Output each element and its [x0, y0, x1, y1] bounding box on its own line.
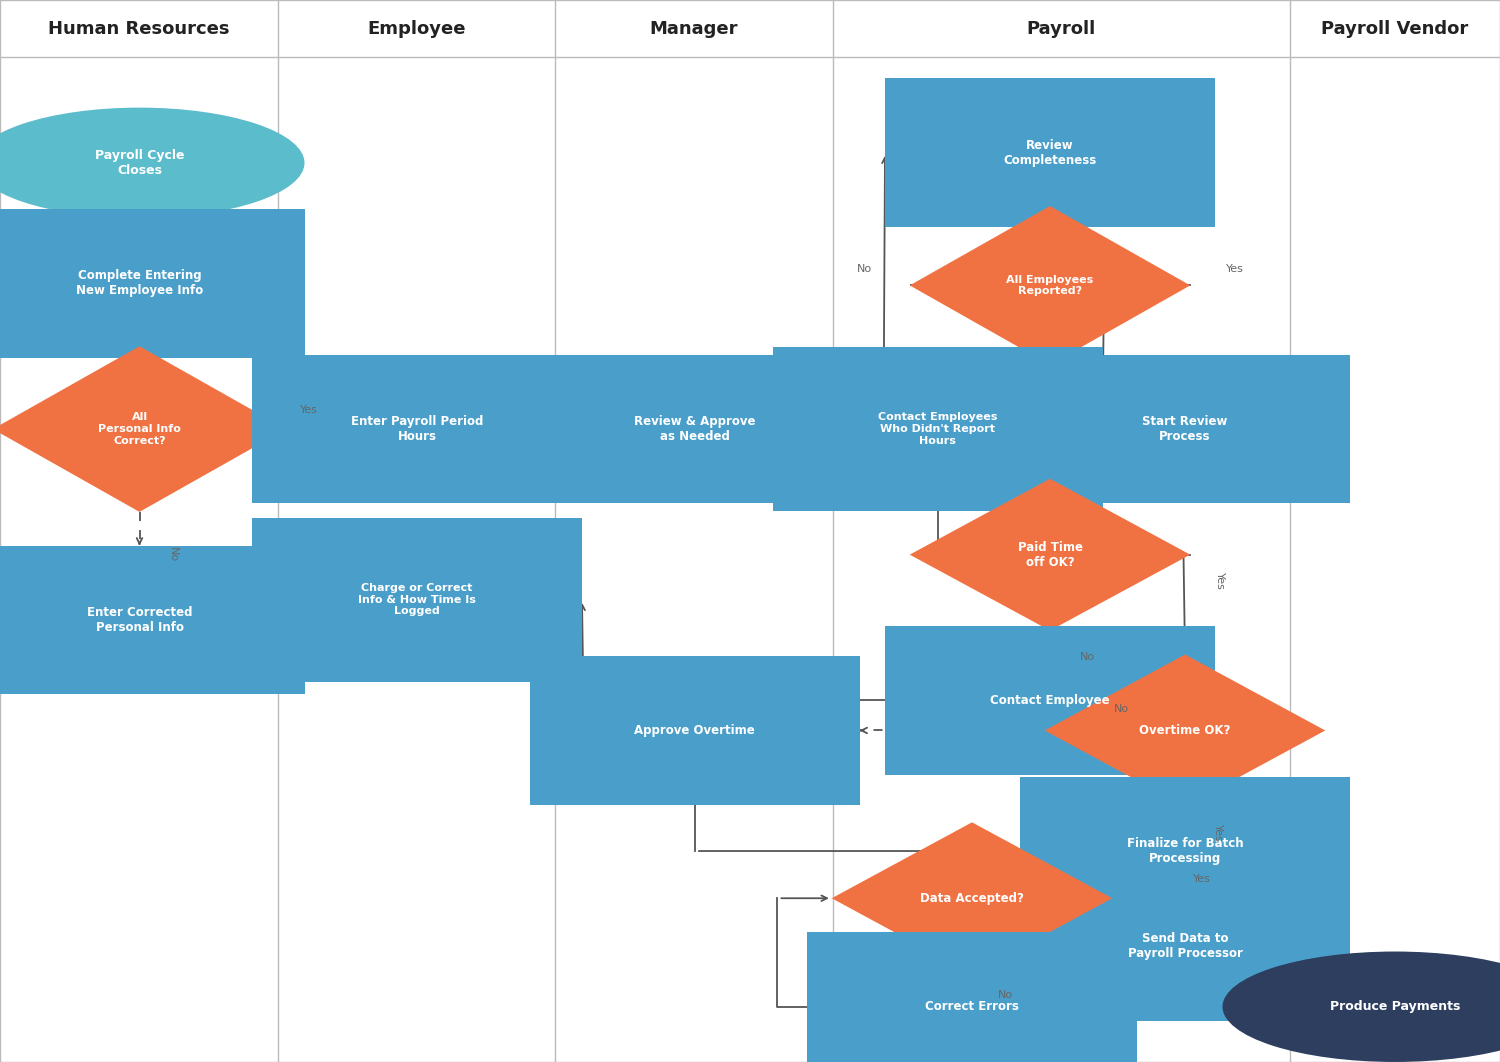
- FancyBboxPatch shape: [0, 546, 304, 695]
- Polygon shape: [831, 822, 1112, 974]
- Text: Charge or Correct
Info & How Time Is
Logged: Charge or Correct Info & How Time Is Log…: [358, 583, 476, 616]
- Text: Correct Errors: Correct Errors: [926, 1000, 1019, 1013]
- Text: Employee: Employee: [368, 20, 465, 37]
- Text: No: No: [856, 264, 873, 274]
- Text: Approve Overtime: Approve Overtime: [634, 724, 754, 737]
- Polygon shape: [0, 346, 286, 512]
- Text: Yes: Yes: [1227, 264, 1244, 274]
- Text: Paid Time
off OK?: Paid Time off OK?: [1017, 541, 1083, 568]
- Text: Data Accepted?: Data Accepted?: [920, 892, 1024, 905]
- FancyBboxPatch shape: [1020, 872, 1350, 1021]
- FancyBboxPatch shape: [252, 518, 582, 682]
- Text: Payroll Cycle
Closes: Payroll Cycle Closes: [94, 149, 184, 177]
- Text: Enter Corrected
Personal Info: Enter Corrected Personal Info: [87, 606, 192, 634]
- Polygon shape: [1044, 654, 1326, 806]
- Text: All Employees
Reported?: All Employees Reported?: [1007, 275, 1094, 296]
- Text: No: No: [1113, 704, 1130, 715]
- Text: Overtime OK?: Overtime OK?: [1140, 724, 1230, 737]
- Text: Manager: Manager: [650, 20, 738, 37]
- Text: Contact Employees
Who Didn't Report
Hours: Contact Employees Who Didn't Report Hour…: [878, 412, 998, 446]
- FancyBboxPatch shape: [1020, 776, 1350, 925]
- Text: Human Resources: Human Resources: [48, 20, 230, 37]
- Text: Start Review
Process: Start Review Process: [1143, 415, 1227, 443]
- Text: Payroll Vendor: Payroll Vendor: [1322, 20, 1468, 37]
- Text: No: No: [1080, 652, 1095, 662]
- Text: Contact Employee: Contact Employee: [990, 693, 1110, 707]
- Text: Complete Entering
New Employee Info: Complete Entering New Employee Info: [76, 270, 203, 297]
- Ellipse shape: [0, 107, 304, 218]
- Text: Yes: Yes: [1194, 874, 1210, 885]
- Text: Yes: Yes: [300, 405, 318, 415]
- Text: Produce Payments: Produce Payments: [1330, 1000, 1460, 1013]
- FancyBboxPatch shape: [0, 209, 304, 358]
- Text: Yes: Yes: [1215, 572, 1225, 590]
- Text: Review & Approve
as Needed: Review & Approve as Needed: [633, 415, 754, 443]
- FancyBboxPatch shape: [1020, 355, 1350, 503]
- Polygon shape: [909, 206, 1191, 364]
- FancyBboxPatch shape: [252, 355, 582, 503]
- Text: No: No: [168, 547, 177, 562]
- Text: Send Data to
Payroll Processor: Send Data to Payroll Processor: [1128, 932, 1242, 960]
- FancyBboxPatch shape: [530, 656, 860, 805]
- FancyBboxPatch shape: [885, 626, 1215, 774]
- Text: All
Personal Info
Correct?: All Personal Info Correct?: [98, 412, 182, 446]
- Text: Enter Payroll Period
Hours: Enter Payroll Period Hours: [351, 415, 483, 443]
- Ellipse shape: [1222, 952, 1500, 1062]
- Text: Review
Completeness: Review Completeness: [1004, 139, 1096, 167]
- FancyBboxPatch shape: [772, 347, 1102, 511]
- FancyBboxPatch shape: [530, 355, 860, 503]
- Text: Yes: Yes: [1214, 824, 1222, 842]
- Polygon shape: [909, 479, 1191, 631]
- Text: No: No: [998, 991, 1012, 1000]
- FancyBboxPatch shape: [807, 932, 1137, 1062]
- Text: Payroll: Payroll: [1026, 20, 1096, 37]
- Text: Finalize for Batch
Processing: Finalize for Batch Processing: [1126, 837, 1244, 866]
- FancyBboxPatch shape: [885, 79, 1215, 227]
